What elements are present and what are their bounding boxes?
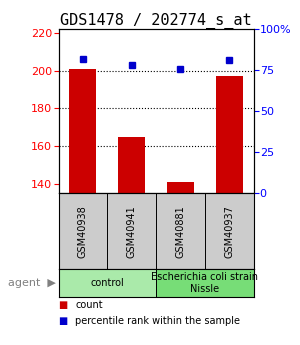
Text: percentile rank within the sample: percentile rank within the sample <box>75 316 240 326</box>
Title: GDS1478 / 202774_s_at: GDS1478 / 202774_s_at <box>60 13 252 29</box>
Text: count: count <box>75 300 103 310</box>
Bar <box>118 137 145 193</box>
Text: ■: ■ <box>58 300 68 310</box>
Text: GSM40938: GSM40938 <box>78 205 88 257</box>
Text: ■: ■ <box>58 316 68 326</box>
Text: Escherichia coli strain
Nissle: Escherichia coli strain Nissle <box>151 272 258 294</box>
Bar <box>58 269 156 297</box>
Text: control: control <box>90 278 124 288</box>
Bar <box>156 269 254 297</box>
Text: GSM40881: GSM40881 <box>176 205 185 257</box>
Bar <box>70 69 96 193</box>
Text: GSM40941: GSM40941 <box>127 205 136 257</box>
Text: GSM40937: GSM40937 <box>224 205 234 258</box>
Text: agent  ▶: agent ▶ <box>8 278 56 288</box>
Bar <box>216 76 242 193</box>
Bar <box>167 182 194 193</box>
